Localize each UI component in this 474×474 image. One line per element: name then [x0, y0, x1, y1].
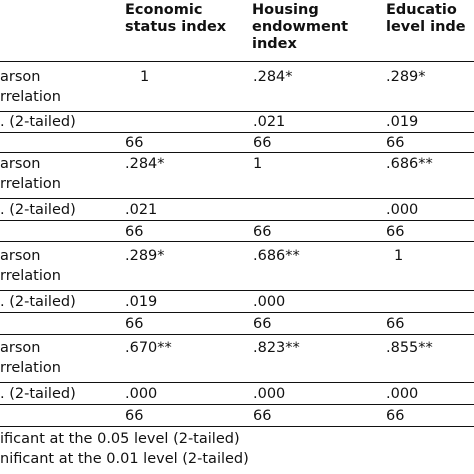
row-rule	[0, 198, 474, 199]
table-bottom-rule	[0, 426, 474, 427]
table-cell: .855**	[386, 340, 433, 356]
table-cell: .284*	[125, 156, 165, 172]
table-cell: 66	[253, 224, 272, 240]
row-rule	[0, 312, 474, 313]
table-cell: 1	[140, 69, 150, 85]
row-label: arson	[0, 69, 41, 85]
row-rule	[0, 290, 474, 291]
row-rule	[0, 152, 474, 153]
row-label: rrelation	[0, 360, 61, 376]
table-cell: 66	[386, 316, 405, 332]
table-cell: .000	[386, 386, 419, 402]
header-line: Educatio	[386, 2, 457, 18]
row-label: rrelation	[0, 176, 61, 192]
table-cell: 66	[386, 135, 405, 151]
header-line: Housing	[252, 2, 319, 18]
row-label: . (2-tailed)	[0, 294, 76, 310]
table-cell: .823**	[253, 340, 300, 356]
table-cell: 66	[125, 316, 144, 332]
table-cell: .289*	[386, 69, 426, 85]
table-cell: 1	[394, 248, 404, 264]
table-cell: 66	[253, 135, 272, 151]
row-label: . (2-tailed)	[0, 114, 76, 130]
table-cell: 66	[125, 224, 144, 240]
table-cell: 66	[125, 135, 144, 151]
row-rule	[0, 382, 474, 383]
row-rule	[0, 220, 474, 221]
row-rule	[0, 241, 474, 242]
footnote-005: ificant at the 0.05 level (2-tailed)	[0, 431, 240, 447]
table-cell: .000	[253, 294, 286, 310]
table-cell: .686**	[253, 248, 300, 264]
table-cell: .019	[386, 114, 419, 130]
table-cell: .686**	[386, 156, 433, 172]
row-rule	[0, 111, 474, 112]
footnote-001: nificant at the 0.01 level (2-tailed)	[0, 451, 249, 467]
header-line: Economic	[125, 2, 203, 18]
table-cell: .019	[125, 294, 158, 310]
table-cell: .021	[253, 114, 286, 130]
table-cell: .284*	[253, 69, 293, 85]
header-line: level inde	[386, 19, 466, 35]
row-label: rrelation	[0, 268, 61, 284]
row-rule	[0, 132, 474, 133]
table-cell: 66	[253, 408, 272, 424]
row-rule	[0, 334, 474, 335]
header-line: endowment	[252, 19, 349, 35]
table-cell: 66	[386, 408, 405, 424]
table-cell: 66	[125, 408, 144, 424]
table-cell: .021	[125, 202, 158, 218]
table-cell: .000	[386, 202, 419, 218]
table-cell: .000	[125, 386, 158, 402]
table-cell: .670**	[125, 340, 172, 356]
row-label: rrelation	[0, 89, 61, 105]
table-cell: .289*	[125, 248, 165, 264]
header-line: index	[252, 36, 297, 52]
table-cell: .000	[253, 386, 286, 402]
table-cell: 66	[386, 224, 405, 240]
table-cell: 66	[253, 316, 272, 332]
table-cell: 1	[253, 156, 263, 172]
row-label: . (2-tailed)	[0, 202, 76, 218]
row-label: . (2-tailed)	[0, 386, 76, 402]
row-label: arson	[0, 248, 41, 264]
row-label: arson	[0, 340, 41, 356]
row-rule	[0, 404, 474, 405]
row-label: arson	[0, 156, 41, 172]
header-rule	[0, 61, 474, 62]
header-line: status index	[125, 19, 227, 35]
